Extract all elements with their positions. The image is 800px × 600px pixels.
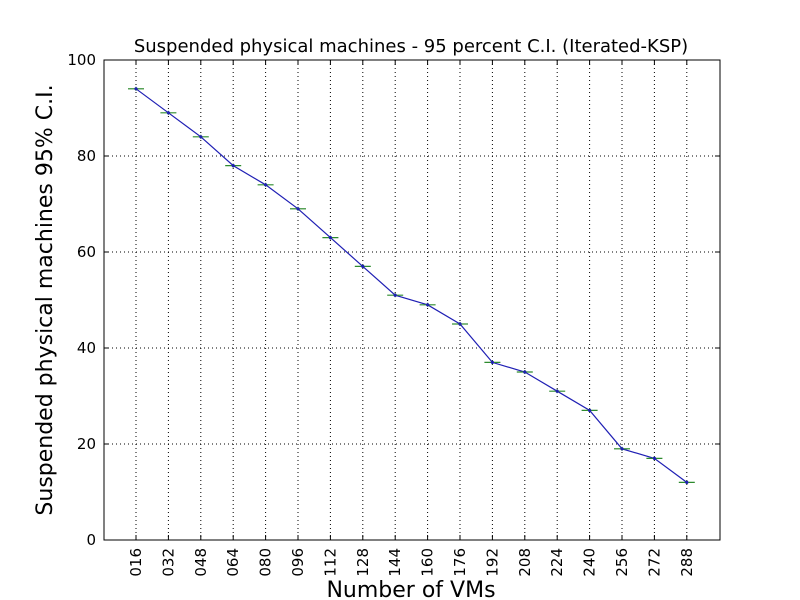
x-axis: 016 032 048 064 080 096 112 128 144 160 176 192 208 2… [127, 60, 696, 577]
data-point [264, 183, 268, 187]
y-tick-label: 60 [77, 243, 96, 261]
y-tick-label: 20 [77, 435, 96, 453]
data-point [458, 322, 462, 326]
series-line [135, 88, 688, 483]
data-point [296, 207, 300, 211]
data-point [231, 164, 235, 168]
x-tick-label: 080 [257, 548, 275, 577]
x-tick-label: 288 [678, 548, 696, 577]
data-point [134, 87, 138, 91]
x-tick-label: 064 [224, 548, 242, 577]
x-tick-label: 096 [289, 548, 307, 577]
y-axis: 0 20 40 60 80 100 [67, 51, 720, 549]
y-tick-label: 0 [86, 531, 96, 549]
x-tick-label: 176 [451, 548, 469, 577]
data-point [361, 264, 365, 268]
x-tick-label: 016 [127, 548, 145, 577]
x-tick-label: 048 [192, 548, 210, 577]
x-tick-label: 272 [645, 548, 663, 577]
data-point [555, 389, 559, 393]
y-axis-label: Suspended physical machines 95% C.I. [33, 84, 58, 515]
grid [104, 59, 720, 541]
data-point [166, 111, 170, 115]
x-tick-label: 192 [483, 548, 501, 577]
data-point [588, 408, 592, 412]
x-tick-label: 160 [419, 548, 437, 577]
y-tick-label: 40 [77, 339, 96, 357]
data-point [685, 480, 689, 484]
x-tick-label: 208 [516, 548, 534, 577]
data-point [652, 456, 657, 460]
data-point [426, 303, 430, 307]
data-point [620, 447, 624, 451]
x-tick-label: 256 [613, 548, 631, 577]
data-point [523, 370, 527, 374]
plot-frame [103, 59, 721, 541]
x-tick-label: 224 [548, 548, 566, 577]
data-point [199, 135, 203, 139]
y-tick-label: 80 [77, 147, 96, 165]
x-tick-label: 112 [321, 548, 339, 577]
data-point [490, 360, 494, 364]
x-tick-label: 128 [354, 548, 372, 577]
chart-title: Suspended physical machines - 95 percent… [134, 36, 688, 57]
error-bars [128, 86, 695, 485]
x-axis-label: Number of VMs [326, 578, 495, 600]
data-point [328, 236, 332, 240]
x-tick-label: 240 [581, 548, 599, 577]
data-point [393, 293, 397, 297]
data-points [134, 87, 689, 484]
x-tick-label: 032 [159, 548, 177, 577]
y-tick-label: 100 [67, 51, 96, 69]
x-tick-label: 144 [386, 548, 404, 577]
